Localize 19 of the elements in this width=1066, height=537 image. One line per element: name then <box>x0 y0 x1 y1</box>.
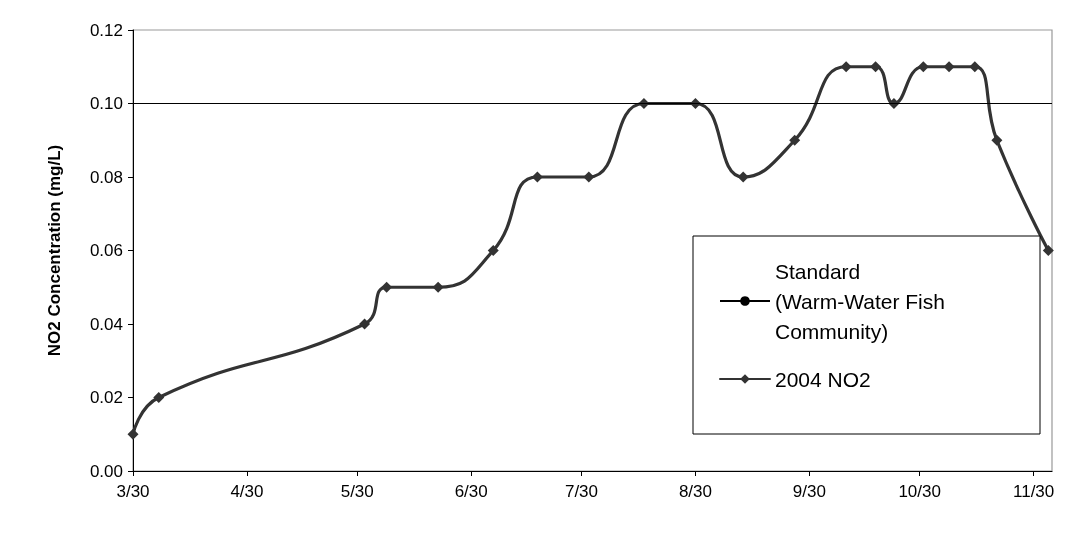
x-tick-label: 3/30 <box>116 482 150 501</box>
legend-label: Standard (Warm-Water Fish Community) <box>775 259 951 343</box>
x-tick-label: 4/30 <box>230 482 264 501</box>
legend-label: 2004 NO2 <box>775 367 871 391</box>
y-tick-label: 0.04 <box>89 314 123 334</box>
x-tick-label: 8/30 <box>678 482 712 501</box>
x-tick-label: 5/30 <box>340 482 374 501</box>
y-tick-label: 0.06 <box>89 241 123 260</box>
y-tick-label: 0.02 <box>89 388 123 407</box>
y-axis-title: NO2 Concentration (mg/L) <box>45 144 64 357</box>
x-tick-label: 11/30 <box>1012 482 1055 501</box>
y-tick-label: 0.12 <box>89 20 123 40</box>
x-tick-label: 7/30 <box>564 482 599 501</box>
y-tick-label: 0.00 <box>89 461 123 481</box>
x-tick-label: 6/30 <box>454 482 488 501</box>
x-tick-label: 9/30 <box>792 482 826 501</box>
x-tick-label: 10/30 <box>898 482 941 501</box>
y-tick-label: 0.08 <box>89 167 123 187</box>
y-tick-label: 0.10 <box>89 94 123 113</box>
